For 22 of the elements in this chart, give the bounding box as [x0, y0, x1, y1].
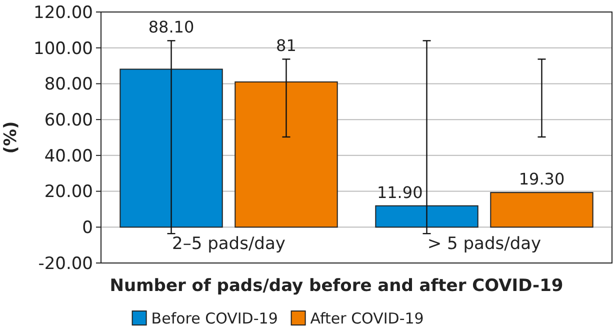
y-axis-title: (%) — [1, 121, 21, 154]
y-tick-label: 0 — [82, 218, 93, 238]
y-tick-label: 20.00 — [44, 182, 93, 202]
x-tick-label: 2–5 pads/day — [172, 234, 286, 254]
bar — [490, 192, 594, 228]
x-axis-title: Number of pads/day before and after COVID-19 — [110, 276, 564, 296]
data-label: 19.30 — [518, 170, 565, 189]
bar — [375, 205, 478, 228]
y-tick-label: 40.00 — [44, 146, 93, 166]
legend-label: After COVID-19 — [310, 309, 424, 328]
bar — [234, 81, 338, 228]
data-label: 88.10 — [148, 18, 194, 37]
y-tick-label: 100.00 — [34, 38, 93, 59]
data-label: 11.90 — [376, 182, 423, 202]
data-label: 81 — [276, 36, 296, 56]
x-tick-label: > 5 pads/day — [427, 234, 542, 254]
bar — [120, 68, 223, 228]
y-tick-label: -20.00 — [38, 254, 93, 274]
legend-label: Before COVID-19 — [151, 309, 278, 328]
y-tick-label: 60.00 — [44, 110, 93, 131]
y-tick-label: 80.00 — [44, 74, 93, 95]
y-tick-label: 120.00 — [34, 2, 93, 23]
